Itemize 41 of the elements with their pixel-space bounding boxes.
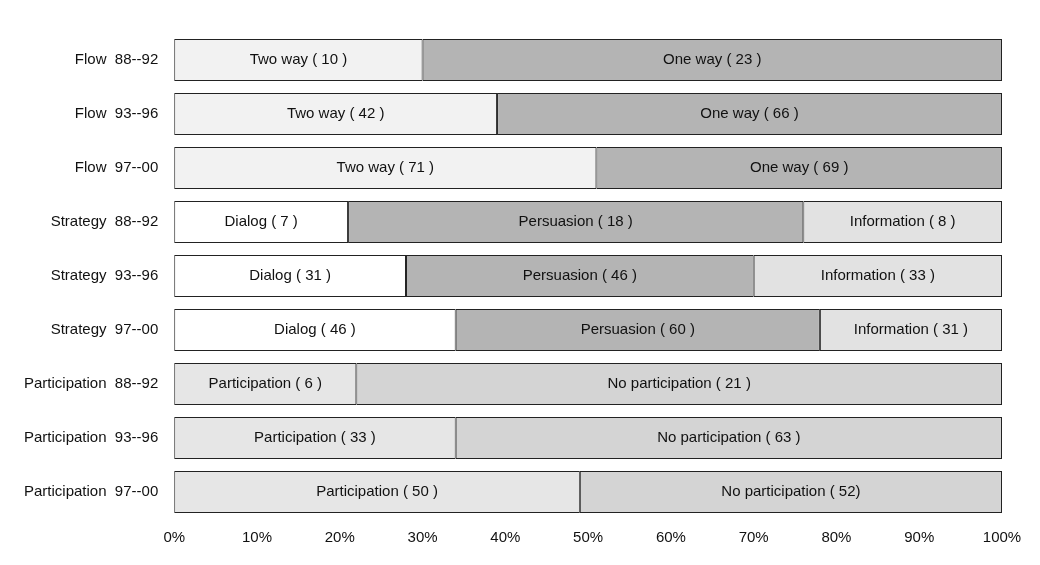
annotation: Two way ( 10 ) [249,50,348,68]
x-tick-label: 10% [242,528,273,546]
x-tick-label: 30% [407,528,438,546]
annotation: Information ( 31 ) [853,320,969,338]
annotation: Persuasion ( 46 ) [522,266,637,284]
annotation: Dialog ( 7 ) [224,212,298,230]
x-tick-label: 60% [655,528,686,546]
annotation: Persuasion ( 60 ) [580,320,695,338]
annotation: Persuasion ( 18 ) [518,212,633,230]
annotation: Information ( 33 ) [820,266,935,284]
y-tick-label: Strategy 88--92 [50,212,159,230]
annotation: Dialog ( 31 ) [249,266,331,284]
annotation: One way ( 23 ) [663,50,762,68]
y-tick-label: Participation 97--00 [23,482,159,500]
x-tick-label: 90% [904,528,935,546]
annotation: Participation ( 6 ) [208,374,322,392]
annotation: Two way ( 42 ) [286,104,385,122]
y-tick-label: Strategy 93--96 [50,266,159,284]
x-tick-label: 100% [982,528,1022,546]
y-tick-label: Flow 97--00 [74,158,159,176]
x-tick-label: 20% [324,528,355,546]
annotation: One way ( 66 ) [700,104,799,122]
annotation: No participation ( 21 ) [607,374,751,392]
annotation: No participation ( 52) [721,482,861,500]
x-tick-label: 40% [490,528,521,546]
y-tick-label: Participation 88--92 [23,374,159,392]
annotation: Participation ( 33 ) [254,428,376,446]
x-tick-label: 0% [163,528,186,546]
y-tick-label: Flow 93--96 [74,104,159,122]
y-tick-label: Participation 93--96 [23,428,159,446]
annotation: Two way ( 71 ) [336,158,435,176]
annotation: Dialog ( 46 ) [274,320,356,338]
annotation: One way ( 69 ) [750,158,849,176]
annotation: Information ( 8 ) [849,212,956,230]
y-tick-label: Flow 88--92 [74,50,159,68]
y-tick-label: Strategy 97--00 [50,320,159,338]
annotation: No participation ( 63 ) [657,428,801,446]
x-tick-label: 80% [821,528,852,546]
x-tick-label: 50% [573,528,604,546]
x-tick-label: 70% [738,528,769,546]
annotation: Participation ( 50 ) [316,482,438,500]
